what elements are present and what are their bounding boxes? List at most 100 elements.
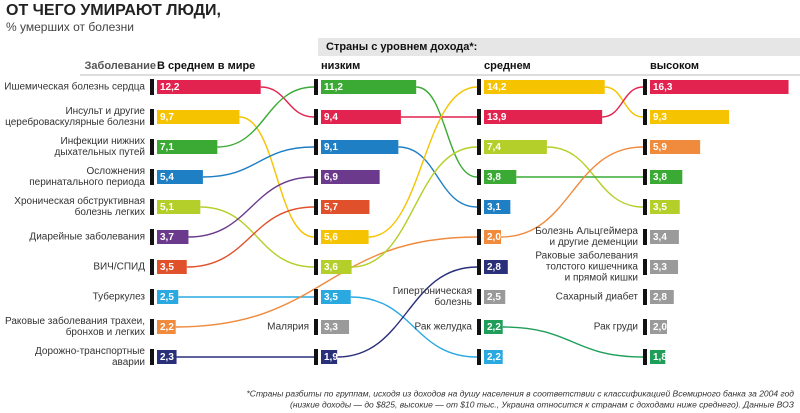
connector bbox=[260, 86, 315, 118]
value-label: 5,9 bbox=[653, 142, 667, 153]
stub bbox=[643, 169, 647, 185]
value-label: 9,1 bbox=[324, 142, 338, 153]
stub bbox=[477, 319, 481, 335]
chart-subtitle: % умерших от болезни bbox=[6, 20, 134, 34]
row-label: дыхательных путей bbox=[54, 147, 145, 158]
stub bbox=[314, 199, 318, 215]
stub bbox=[314, 109, 318, 125]
bar bbox=[650, 200, 680, 214]
bar bbox=[484, 350, 503, 364]
value-label: 12,2 bbox=[160, 82, 180, 93]
row-label: болезнь bbox=[434, 296, 472, 308]
connector bbox=[368, 86, 478, 238]
row-label: Раковые заболевания трахеи, bbox=[5, 315, 145, 327]
value-label: 3,4 bbox=[653, 232, 667, 243]
bar bbox=[484, 320, 503, 334]
value-label: 3,3 bbox=[324, 322, 338, 333]
bar bbox=[484, 110, 603, 124]
bar bbox=[321, 260, 352, 274]
row-label: Хроническая обструктивная bbox=[14, 195, 145, 207]
bar bbox=[157, 200, 201, 214]
connector bbox=[500, 146, 644, 238]
row-label: Гипертоническая bbox=[393, 286, 472, 297]
value-label: 9,7 bbox=[160, 112, 174, 123]
value-label: 2,2 bbox=[487, 322, 501, 333]
bar bbox=[650, 170, 683, 184]
value-label: 3,5 bbox=[160, 262, 174, 273]
row-label: Рак груди bbox=[594, 322, 638, 333]
bar bbox=[157, 230, 189, 244]
stub bbox=[150, 139, 154, 155]
value-label: 2,8 bbox=[487, 262, 501, 273]
row-label: Малярия bbox=[267, 322, 309, 333]
value-label: 2,5 bbox=[487, 292, 501, 303]
footnote: (низкие доходы — до $825, высокие — от $… bbox=[290, 399, 795, 409]
value-label: 6,9 bbox=[324, 172, 338, 183]
bar bbox=[157, 170, 203, 184]
stub bbox=[643, 349, 647, 365]
bar bbox=[650, 140, 701, 154]
value-label: 2,3 bbox=[160, 352, 174, 363]
value-label: 2,8 bbox=[653, 292, 667, 303]
row-label: Дорожно-транспортные bbox=[35, 346, 145, 357]
stub bbox=[314, 139, 318, 155]
stub bbox=[477, 289, 481, 305]
value-label: 9,3 bbox=[653, 112, 667, 123]
stub bbox=[150, 169, 154, 185]
stub bbox=[314, 229, 318, 245]
stub bbox=[477, 229, 481, 245]
value-label: 2,2 bbox=[487, 352, 501, 363]
bar bbox=[321, 80, 417, 94]
bar bbox=[484, 260, 508, 274]
stub bbox=[150, 109, 154, 125]
value-label: 3,8 bbox=[487, 172, 501, 183]
stub bbox=[314, 259, 318, 275]
bar bbox=[650, 110, 730, 124]
bar bbox=[321, 140, 399, 154]
row-label: и другие деменции bbox=[550, 237, 638, 248]
row-label: цереброваскулярные болезни bbox=[5, 116, 145, 128]
row-label: Осложнения bbox=[87, 166, 145, 177]
column-header: В среднем в мире bbox=[157, 60, 255, 72]
stub bbox=[643, 289, 647, 305]
stub bbox=[314, 79, 318, 95]
stub bbox=[643, 259, 647, 275]
value-label: 3,1 bbox=[487, 202, 501, 213]
value-label: 9,4 bbox=[324, 112, 338, 123]
row-label: перинатального периода bbox=[29, 177, 145, 188]
bar bbox=[650, 230, 679, 244]
row-label: Инфекции нижних bbox=[61, 135, 145, 147]
value-label: 1,8 bbox=[653, 352, 667, 363]
connector bbox=[200, 206, 315, 268]
value-label: 3,8 bbox=[653, 172, 667, 183]
value-label: 3,6 bbox=[324, 262, 338, 273]
bar bbox=[157, 350, 177, 364]
value-label: 7,4 bbox=[487, 142, 501, 153]
row-label: и прямой кишки bbox=[565, 273, 638, 284]
connector bbox=[239, 116, 315, 238]
stub bbox=[150, 289, 154, 305]
stub bbox=[477, 109, 481, 125]
bar bbox=[484, 140, 547, 154]
row-label: болезнь легких bbox=[75, 206, 145, 218]
stub bbox=[150, 199, 154, 215]
value-label: 7,1 bbox=[160, 142, 174, 153]
bar bbox=[157, 260, 187, 274]
bar bbox=[650, 320, 667, 334]
bar bbox=[321, 110, 401, 124]
stub bbox=[150, 229, 154, 245]
stub bbox=[314, 289, 318, 305]
stub bbox=[643, 109, 647, 125]
bar bbox=[321, 290, 351, 304]
value-label: 2,0 bbox=[487, 232, 501, 243]
value-label: 5,7 bbox=[324, 202, 338, 213]
stub bbox=[477, 349, 481, 365]
value-label: 5,6 bbox=[324, 232, 338, 243]
footnote: *Страны разбиты по группам, исходя из до… bbox=[247, 388, 795, 398]
value-label: 16,3 bbox=[653, 82, 673, 93]
stub bbox=[150, 349, 154, 365]
row-label: толстого кишечника bbox=[546, 262, 639, 273]
bar bbox=[484, 80, 605, 94]
value-label: 14,2 bbox=[487, 82, 507, 93]
stub bbox=[150, 79, 154, 95]
